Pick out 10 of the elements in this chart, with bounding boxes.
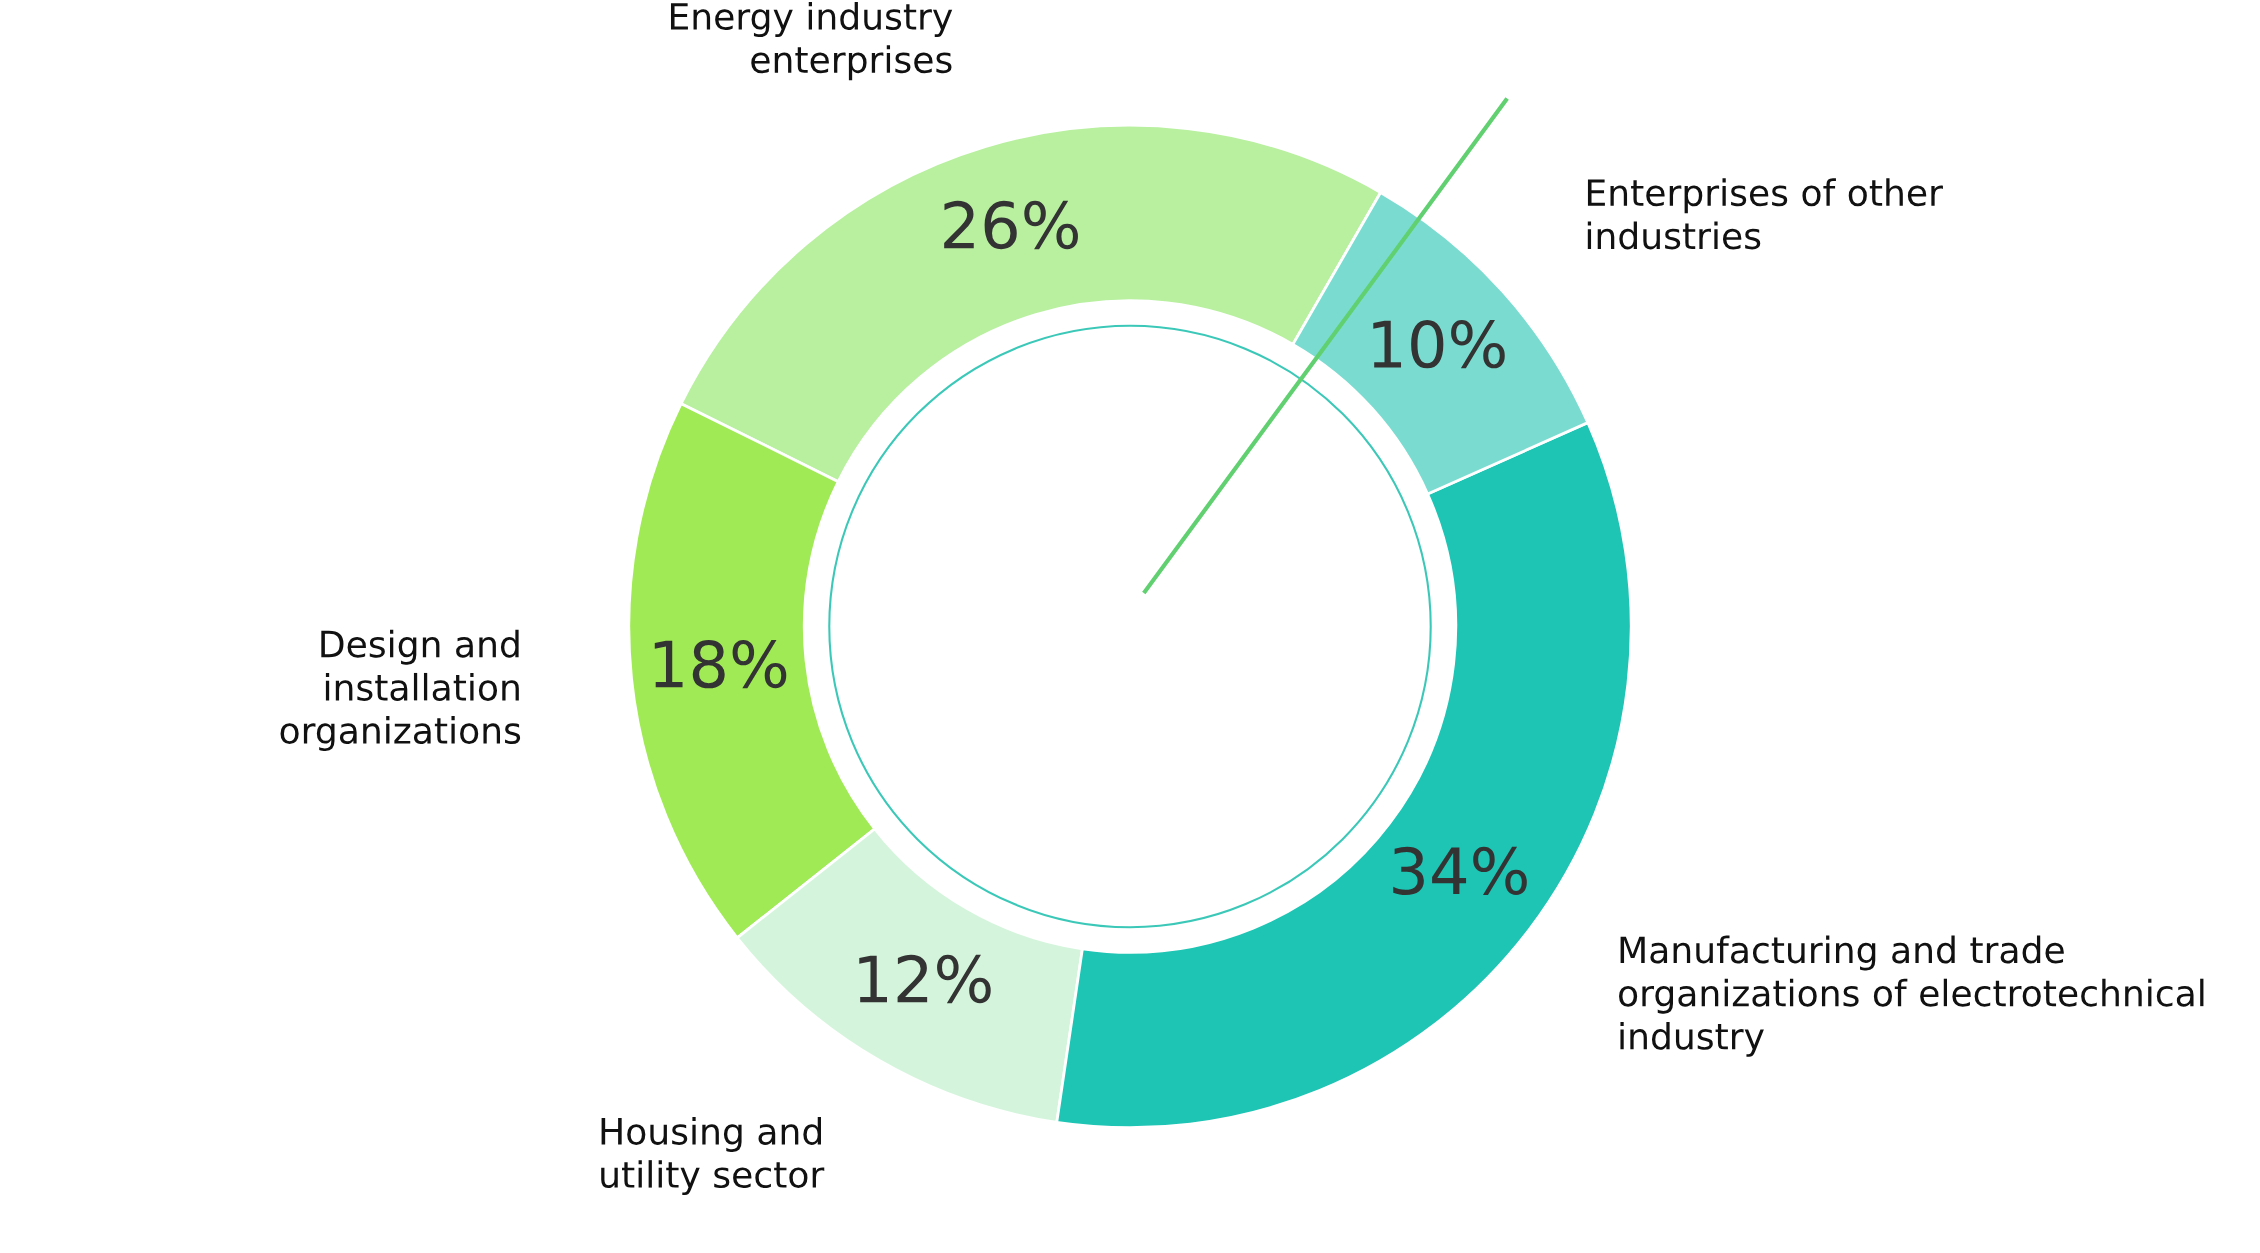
slice-label: Energy industry enterprises <box>670 2 953 81</box>
data-label: 10% <box>1373 320 1505 369</box>
data-label: 18% <box>654 639 787 689</box>
slice-label: Design and installation organizations <box>280 629 521 752</box>
data-label: 26% <box>944 200 1078 250</box>
slice-label: Enterprises of other industries <box>1587 178 1943 250</box>
slice-label: Housing and utility sector <box>601 1116 825 1196</box>
slice-label: Manufacturing and trade organizations of electrotechnical industry <box>1619 935 2204 1057</box>
data-label: 34% <box>1393 846 1527 896</box>
data-label: 12% <box>859 954 991 1004</box>
